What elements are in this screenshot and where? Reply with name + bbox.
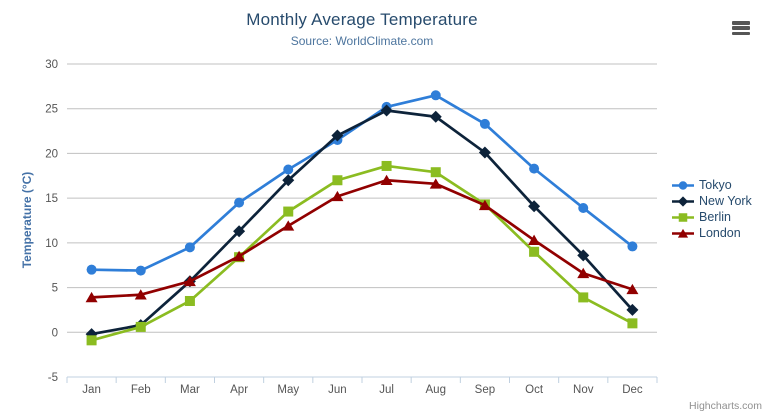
data-point-marker[interactable] bbox=[134, 289, 147, 300]
data-point-marker[interactable] bbox=[528, 200, 541, 213]
x-tick-label: Nov bbox=[573, 384, 594, 396]
chart-title: Monthly Average Temperature bbox=[246, 10, 478, 29]
x-tick-label: Oct bbox=[525, 384, 544, 396]
data-point-marker[interactable] bbox=[184, 295, 195, 306]
data-point-marker[interactable] bbox=[234, 197, 245, 208]
x-tick-label: Mar bbox=[180, 384, 200, 396]
x-tick-label: Jul bbox=[379, 384, 394, 396]
data-point-marker[interactable] bbox=[233, 225, 246, 238]
x-tick-label: Feb bbox=[131, 384, 151, 396]
data-point-marker[interactable] bbox=[478, 146, 491, 159]
data-point-marker[interactable] bbox=[282, 174, 295, 187]
series-line-berlin bbox=[90, 164, 634, 342]
export-menu-button[interactable] bbox=[731, 19, 751, 37]
diamond-legend-icon bbox=[672, 195, 694, 207]
data-point-marker[interactable] bbox=[86, 335, 97, 346]
data-point-marker[interactable] bbox=[577, 249, 590, 262]
x-tick-label: Jan bbox=[82, 384, 101, 396]
circle-legend-icon bbox=[672, 180, 694, 190]
data-point-marker[interactable] bbox=[429, 110, 442, 123]
data-point-marker[interactable] bbox=[283, 206, 294, 217]
data-point-marker[interactable] bbox=[627, 241, 638, 252]
chart-subtitle: Source: WorldClimate.com bbox=[290, 34, 434, 48]
data-point-marker[interactable] bbox=[135, 265, 146, 276]
data-point-marker[interactable] bbox=[332, 175, 343, 186]
legend-label: London bbox=[699, 226, 741, 240]
hamburger-icon bbox=[732, 21, 750, 25]
data-point-marker[interactable] bbox=[283, 164, 294, 175]
y-tick-label: 25 bbox=[45, 104, 58, 116]
square-legend-icon bbox=[672, 212, 694, 222]
data-point-marker[interactable] bbox=[430, 90, 441, 101]
data-point-marker[interactable] bbox=[577, 267, 590, 279]
highcharts-credit[interactable]: Highcharts.com bbox=[689, 400, 762, 412]
y-axis-title: Temperature (°C) bbox=[20, 171, 34, 269]
data-point-marker[interactable] bbox=[135, 321, 146, 332]
legend-item-berlin[interactable]: Berlin bbox=[672, 209, 752, 225]
data-point-marker[interactable] bbox=[626, 283, 639, 295]
data-point-marker[interactable] bbox=[184, 242, 195, 253]
data-point-marker[interactable] bbox=[627, 318, 638, 329]
legend-item-new-york[interactable]: New York bbox=[672, 193, 752, 209]
data-point-marker[interactable] bbox=[233, 250, 246, 262]
x-tick-label: Aug bbox=[426, 384, 446, 396]
y-tick-label: 5 bbox=[52, 283, 58, 295]
hamburger-icon bbox=[732, 26, 750, 30]
y-tick-label: 10 bbox=[45, 238, 58, 250]
legend-item-tokyo[interactable]: Tokyo bbox=[672, 177, 752, 193]
x-tick-label: Dec bbox=[622, 384, 643, 396]
y-tick-label: 0 bbox=[52, 327, 58, 339]
data-point-marker[interactable] bbox=[578, 292, 589, 303]
data-point-marker[interactable] bbox=[578, 202, 589, 213]
hamburger-icon bbox=[732, 31, 750, 35]
data-point-marker[interactable] bbox=[85, 291, 98, 303]
y-tick-label: 15 bbox=[45, 193, 58, 205]
data-point-marker[interactable] bbox=[381, 160, 392, 171]
data-point-marker[interactable] bbox=[331, 129, 344, 142]
x-tick-label: Jun bbox=[328, 384, 347, 396]
x-tick-label: Sep bbox=[475, 384, 495, 396]
x-tick-label: Apr bbox=[230, 384, 248, 396]
data-point-marker[interactable] bbox=[529, 246, 540, 257]
data-point-marker[interactable] bbox=[528, 234, 541, 245]
data-point-marker[interactable] bbox=[429, 178, 442, 189]
x-tick-label: May bbox=[277, 384, 299, 396]
series-line-london bbox=[90, 178, 634, 299]
legend-label: New York bbox=[699, 194, 752, 208]
data-point-marker[interactable] bbox=[626, 303, 639, 316]
data-point-marker[interactable] bbox=[380, 104, 393, 117]
y-tick-label: 20 bbox=[45, 148, 58, 160]
legend-label: Tokyo bbox=[699, 178, 732, 192]
legend: Tokyo New York Berlin London bbox=[672, 177, 752, 241]
data-point-marker[interactable] bbox=[282, 220, 295, 231]
data-point-marker[interactable] bbox=[86, 264, 97, 275]
data-point-marker[interactable] bbox=[380, 174, 393, 186]
y-tick-label: 30 bbox=[45, 59, 58, 71]
series-line-new-york bbox=[90, 109, 634, 336]
y-tick-label: -5 bbox=[48, 372, 58, 384]
data-point-marker[interactable] bbox=[529, 163, 540, 174]
data-point-marker[interactable] bbox=[430, 167, 441, 178]
data-point-marker[interactable] bbox=[478, 199, 491, 211]
data-point-marker[interactable] bbox=[183, 275, 196, 287]
legend-label: Berlin bbox=[699, 210, 731, 224]
data-point-marker[interactable] bbox=[479, 118, 490, 129]
legend-item-london[interactable]: London bbox=[672, 225, 752, 241]
data-point-marker[interactable] bbox=[331, 190, 344, 202]
triangle-legend-icon bbox=[672, 228, 694, 238]
